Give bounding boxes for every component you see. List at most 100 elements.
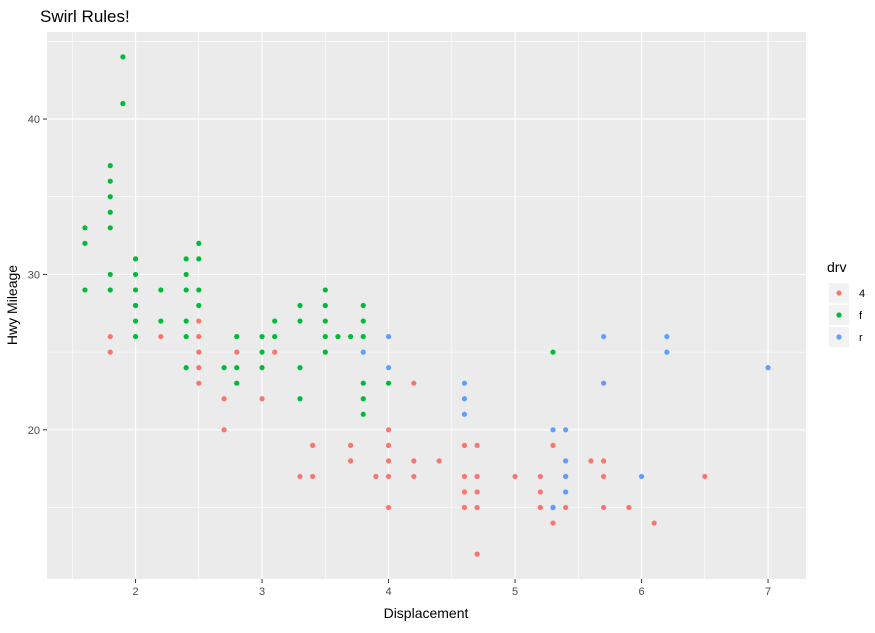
legend-items: 4 fr bbox=[829, 283, 865, 347]
data-point bbox=[474, 504, 480, 511]
data-point bbox=[461, 489, 468, 495]
data-point bbox=[183, 365, 189, 371]
data-point bbox=[183, 271, 189, 278]
data-point bbox=[132, 256, 139, 262]
data-point bbox=[411, 473, 417, 480]
data-point bbox=[259, 365, 265, 371]
data-point bbox=[107, 209, 113, 215]
y-axis: 20 30 40 bbox=[28, 114, 47, 437]
data-point bbox=[385, 504, 392, 511]
series-f bbox=[82, 54, 556, 417]
data-point bbox=[588, 458, 594, 464]
data-point bbox=[221, 396, 227, 402]
data-point bbox=[196, 333, 202, 340]
data-point bbox=[550, 504, 556, 511]
x-tick-label: 2 bbox=[132, 586, 138, 598]
legend-title: drv bbox=[827, 259, 846, 275]
data-point bbox=[348, 458, 354, 464]
data-point bbox=[537, 489, 543, 495]
data-point bbox=[626, 504, 632, 511]
data-point bbox=[259, 349, 265, 355]
data-point bbox=[107, 333, 113, 340]
data-point bbox=[183, 287, 189, 293]
data-point bbox=[461, 411, 468, 417]
data-point bbox=[196, 349, 202, 355]
data-point bbox=[348, 333, 354, 340]
data-point bbox=[196, 380, 202, 386]
data-point bbox=[107, 271, 113, 278]
data-point bbox=[563, 427, 569, 433]
chart-title: Swirl Rules! bbox=[40, 7, 130, 26]
data-point bbox=[259, 333, 265, 340]
data-point bbox=[664, 333, 670, 340]
x-tick-label: 5 bbox=[512, 586, 518, 598]
data-point bbox=[196, 256, 202, 262]
data-point bbox=[474, 473, 480, 480]
data-point bbox=[385, 380, 392, 386]
data-point bbox=[360, 318, 366, 324]
data-point bbox=[272, 318, 278, 324]
data-point bbox=[765, 365, 771, 371]
data-point bbox=[335, 333, 341, 340]
legend-label: r bbox=[859, 332, 863, 344]
data-point bbox=[234, 349, 240, 355]
data-point bbox=[221, 427, 227, 433]
data-point bbox=[512, 473, 518, 480]
legend-swatch bbox=[836, 290, 842, 296]
y-tick-label: 30 bbox=[28, 269, 40, 281]
data-point bbox=[348, 442, 354, 448]
data-point bbox=[107, 178, 113, 184]
data-point bbox=[322, 349, 328, 355]
data-point bbox=[360, 380, 366, 386]
data-point bbox=[461, 473, 468, 480]
x-axis: 2 3 4 5 6 7 bbox=[132, 579, 771, 598]
data-point bbox=[601, 333, 607, 340]
data-point bbox=[196, 365, 202, 371]
data-point bbox=[563, 504, 569, 511]
data-points bbox=[82, 54, 771, 557]
data-point bbox=[601, 473, 607, 480]
data-point bbox=[120, 100, 126, 107]
data-point bbox=[385, 458, 392, 464]
data-point bbox=[474, 551, 480, 557]
data-point bbox=[196, 287, 202, 293]
data-point bbox=[183, 256, 189, 262]
data-point bbox=[360, 333, 366, 340]
data-point bbox=[563, 489, 569, 495]
data-point bbox=[158, 333, 164, 340]
data-point bbox=[183, 318, 189, 324]
data-point bbox=[550, 427, 556, 433]
data-point bbox=[297, 318, 303, 324]
data-point bbox=[563, 473, 569, 480]
data-point bbox=[601, 504, 607, 511]
x-tick-label: 6 bbox=[638, 586, 644, 598]
data-point bbox=[385, 333, 392, 340]
legend-swatch bbox=[836, 312, 842, 318]
data-point bbox=[651, 520, 657, 526]
data-point bbox=[385, 427, 392, 433]
data-point bbox=[183, 333, 189, 340]
data-point bbox=[158, 287, 164, 293]
data-point bbox=[638, 473, 645, 480]
data-point bbox=[373, 473, 379, 480]
data-point bbox=[158, 318, 164, 324]
data-point bbox=[322, 333, 328, 340]
data-point bbox=[360, 302, 366, 309]
data-point bbox=[297, 365, 303, 371]
data-point bbox=[196, 318, 202, 324]
data-point bbox=[107, 163, 113, 169]
data-point bbox=[436, 458, 442, 464]
data-point bbox=[461, 504, 468, 511]
y-tick-label: 20 bbox=[28, 425, 40, 437]
data-point bbox=[385, 365, 392, 371]
x-tick-label: 3 bbox=[259, 586, 265, 598]
data-point bbox=[537, 473, 543, 480]
plot-panel bbox=[47, 32, 806, 579]
data-point bbox=[297, 302, 303, 309]
data-point bbox=[272, 349, 278, 355]
data-point bbox=[601, 458, 607, 464]
data-point bbox=[272, 333, 278, 340]
data-point bbox=[132, 271, 139, 278]
data-point bbox=[601, 380, 607, 386]
